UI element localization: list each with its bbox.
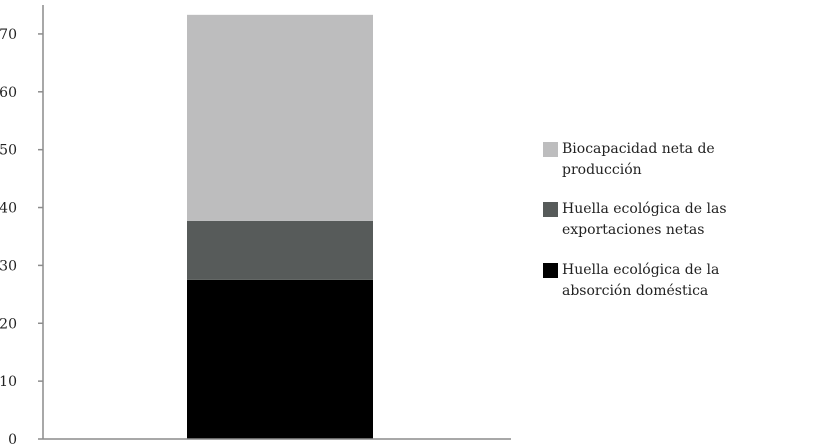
legend-label: Huella ecológica de las exportaciones ne… <box>562 201 727 238</box>
y-tick-label: 10 <box>0 374 17 390</box>
y-tick-label: 40 <box>0 201 17 217</box>
legend-swatch <box>543 142 558 157</box>
y-tick-label: 20 <box>0 316 17 332</box>
bar-segment-1 <box>187 279 373 439</box>
y-tick-label: 60 <box>0 85 17 101</box>
y-tick-label: 0 <box>8 432 17 446</box>
stacked-bar-chart: 0 10 20 30 40 50 60 70 <box>0 5 511 446</box>
legend-item-exportaciones: Huella ecológica de las exportaciones ne… <box>543 199 792 241</box>
bar-segment-2 <box>187 220 373 280</box>
legend: Biocapacidad neta de producción Huella e… <box>543 0 815 446</box>
legend-label: Huella ecológica de la absorción domésti… <box>562 262 720 299</box>
legend-swatch <box>543 202 558 217</box>
legend-item-biocapacidad: Biocapacidad neta de producción <box>543 139 792 181</box>
bar-segments <box>187 14 373 439</box>
bar-segment-3 <box>187 14 373 221</box>
y-tick-label: 30 <box>0 258 17 274</box>
y-tick-label: 70 <box>0 27 17 43</box>
y-axis-ticks: 0 10 20 30 40 50 60 70 <box>0 27 43 446</box>
legend-swatch <box>543 263 558 278</box>
legend-item-absorcion: Huella ecológica de la absorción domésti… <box>543 260 792 302</box>
legend-label: Biocapacidad neta de producción <box>562 141 715 178</box>
y-tick-label: 50 <box>0 143 17 159</box>
